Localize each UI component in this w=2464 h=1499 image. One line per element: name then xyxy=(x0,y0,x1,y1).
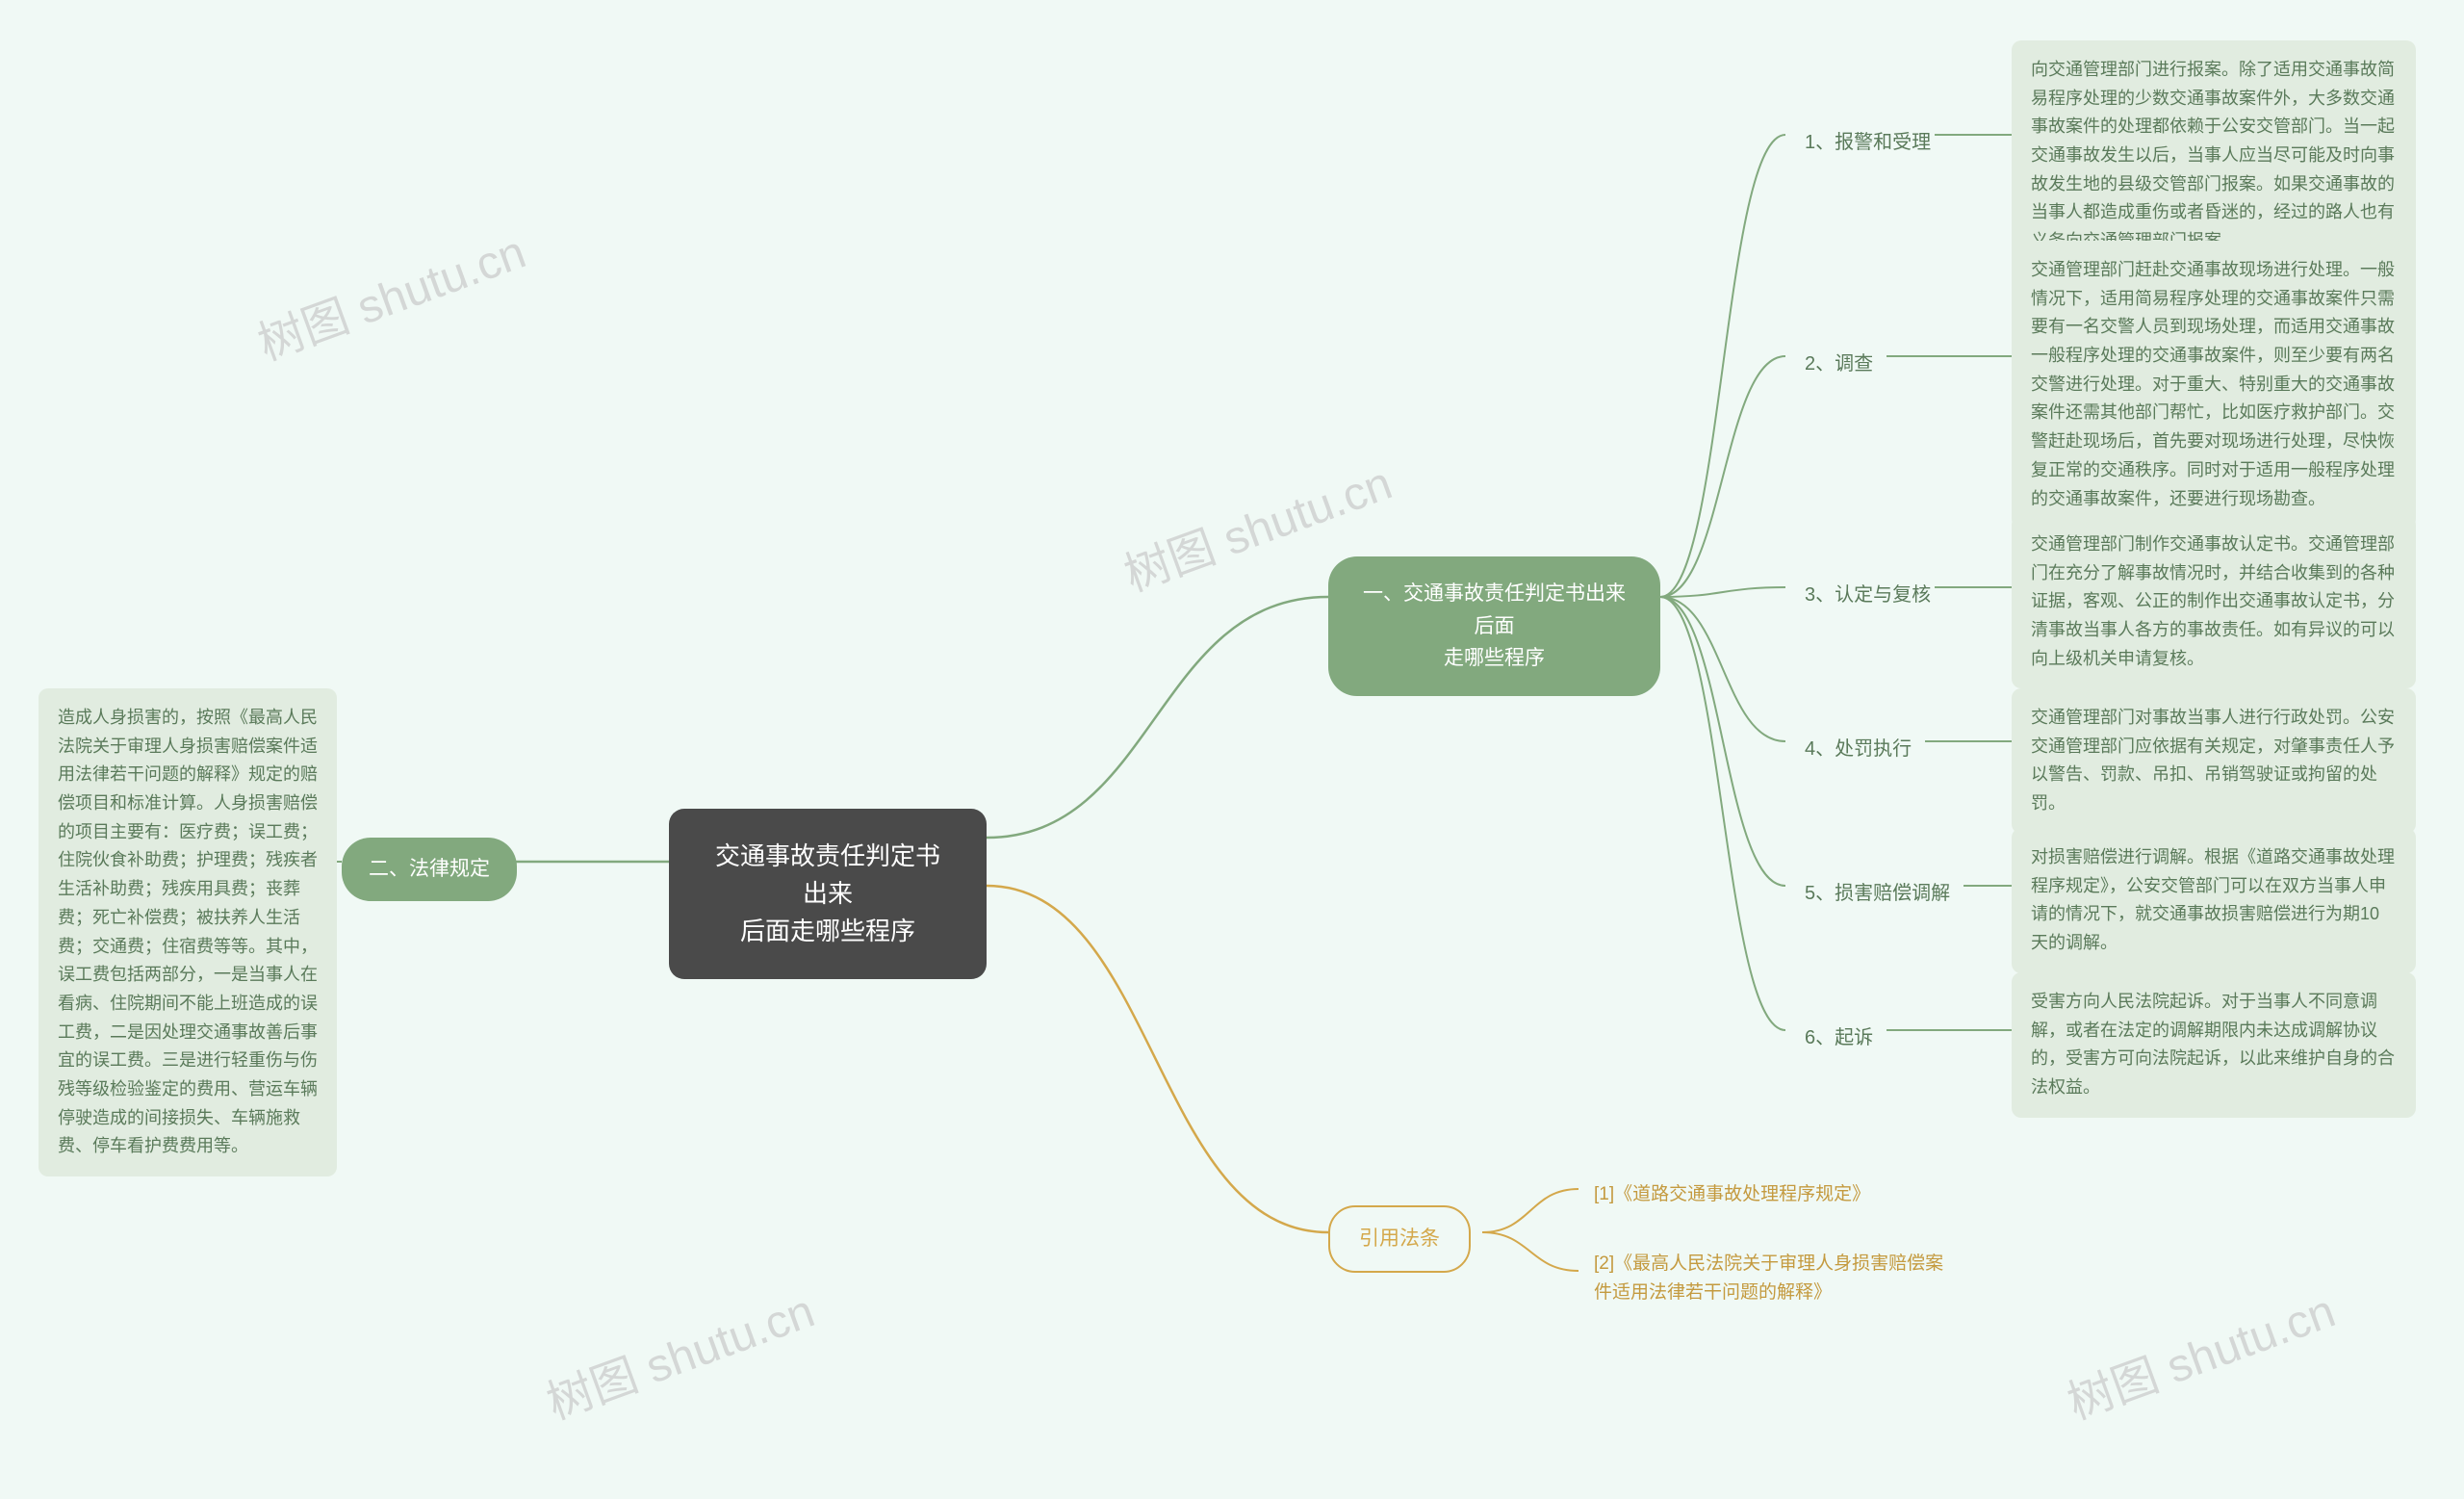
sub-item-6[interactable]: 6、起诉 xyxy=(1785,1011,1892,1065)
root-title-line2: 后面走哪些程序 xyxy=(740,917,915,945)
branch-1[interactable]: 一、交通事故责任判定书出来后面 走哪些程序 xyxy=(1328,556,1660,696)
leaf-orange-2: [2]《最高人民法院关于审理人身损害赔偿案件适用法律若干问题的解释》 xyxy=(1578,1242,1964,1316)
leaf-branch2: 造成人身损害的，按照《最高人民法院关于审理人身损害赔偿案件适用法律若干问题的解释… xyxy=(38,688,337,1176)
watermark: 树图 shutu.cn xyxy=(536,1273,822,1432)
leaf-4: 交通管理部门对事故当事人进行行政处罚。公安交通管理部门应依据有关规定，对肇事责任… xyxy=(2012,688,2416,834)
leaf-6: 受害方向人民法院起诉。对于当事人不同意调解，或者在法定的调解期限内未达成调解协议… xyxy=(2012,972,2416,1118)
branch-1-label-line1: 一、交通事故责任判定书出来后面 xyxy=(1363,582,1626,637)
leaf-3: 交通管理部门制作交通事故认定书。交通管理部门在充分了解事故情况时，并结合收集到的… xyxy=(2012,515,2416,688)
sub-item-3[interactable]: 3、认定与复核 xyxy=(1785,568,1950,622)
branch-2[interactable]: 二、法律规定 xyxy=(342,838,517,901)
sub-item-5[interactable]: 5、损害赔偿调解 xyxy=(1785,866,1969,920)
sub-item-4[interactable]: 4、处罚执行 xyxy=(1785,722,1931,776)
sub-item-2[interactable]: 2、调查 xyxy=(1785,337,1892,391)
root-node[interactable]: 交通事故责任判定书出来 后面走哪些程序 xyxy=(669,809,987,979)
sub-item-1[interactable]: 1、报警和受理 xyxy=(1785,116,1950,169)
leaf-1: 向交通管理部门进行报案。除了适用交通事故简易程序处理的少数交通事故案件外，大多数… xyxy=(2012,40,2416,271)
leaf-orange-1: [1]《道路交通事故处理程序规定》 xyxy=(1578,1173,1964,1217)
leaf-2: 交通管理部门赶赴交通事故现场进行处理。一般情况下，适用简易程序处理的交通事故案件… xyxy=(2012,241,2416,529)
branch-1-label-line2: 走哪些程序 xyxy=(1444,647,1545,669)
root-title-line1: 交通事故责任判定书出来 xyxy=(715,841,940,908)
leaf-5: 对损害赔偿进行调解。根据《道路交通事故处理程序规定》，公安交管部门可以在双方当事… xyxy=(2012,828,2416,973)
watermark: 树图 shutu.cn xyxy=(2057,1273,2343,1432)
watermark: 树图 shutu.cn xyxy=(247,214,533,373)
branch-3[interactable]: 引用法条 xyxy=(1328,1205,1471,1273)
